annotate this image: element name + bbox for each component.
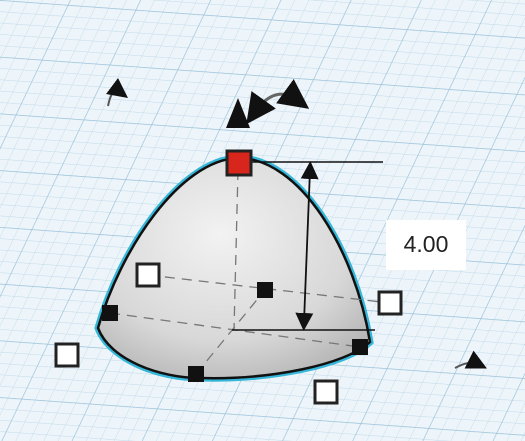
rotate-handle[interactable] [454, 350, 487, 369]
dimension-label: 4.00 [404, 231, 449, 257]
handle[interactable] [257, 282, 273, 298]
handle[interactable] [377, 290, 403, 316]
lift-handle[interactable] [226, 98, 250, 128]
rotate-handle[interactable] [246, 79, 310, 125]
handle[interactable] [102, 305, 118, 321]
handle[interactable] [313, 379, 339, 405]
handle[interactable] [188, 366, 204, 382]
handle[interactable] [352, 339, 368, 355]
side-handles [102, 282, 368, 382]
handle[interactable] [54, 342, 80, 368]
handle[interactable] [135, 262, 161, 288]
corner-handles [54, 262, 403, 405]
height-handle[interactable] [225, 149, 253, 177]
rotate-handle[interactable] [106, 78, 129, 107]
dim-height [295, 161, 319, 331]
dimension-box[interactable] [386, 220, 466, 270]
